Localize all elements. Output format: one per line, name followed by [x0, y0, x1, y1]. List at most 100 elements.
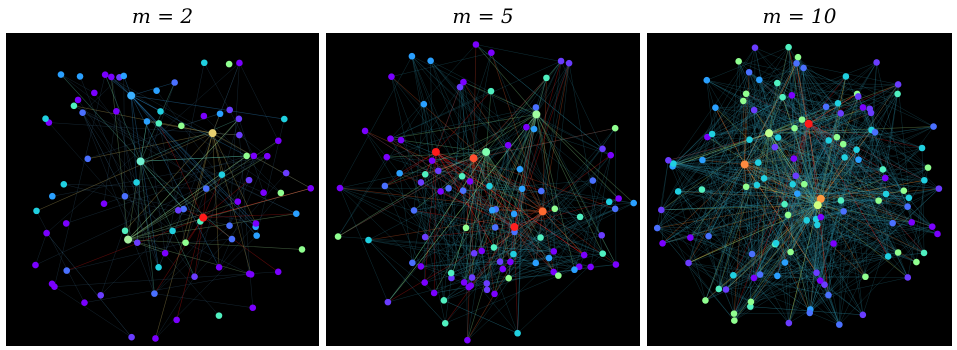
- edge: [759, 83, 778, 275]
- hub-node: [740, 160, 749, 169]
- edge: [749, 123, 809, 140]
- edge: [738, 61, 839, 104]
- node: [530, 125, 538, 133]
- node: [421, 279, 429, 286]
- edge: [185, 238, 232, 243]
- edge: [465, 216, 581, 229]
- edge: [777, 82, 929, 168]
- node: [545, 254, 553, 262]
- edge: [661, 209, 866, 277]
- edge: [746, 93, 886, 179]
- edge: [804, 126, 934, 185]
- edge: [127, 201, 238, 240]
- edge: [858, 96, 908, 207]
- edge: [508, 251, 554, 279]
- edge: [750, 254, 753, 307]
- edge: [185, 133, 213, 243]
- edge: [790, 137, 838, 253]
- edge: [390, 138, 487, 284]
- edge: [462, 190, 475, 254]
- edge: [411, 56, 473, 278]
- edge: [738, 61, 747, 94]
- node: [155, 120, 163, 127]
- node: [143, 118, 151, 125]
- edge: [517, 188, 523, 334]
- edge: [123, 75, 126, 231]
- edge: [430, 60, 490, 187]
- edge: [808, 93, 858, 125]
- edge: [746, 186, 821, 200]
- node: [794, 190, 801, 197]
- edge: [448, 188, 554, 252]
- edge: [66, 155, 268, 224]
- edge: [702, 133, 713, 161]
- edge: [753, 109, 822, 200]
- edge: [745, 97, 783, 187]
- edge: [176, 217, 204, 320]
- edge: [412, 180, 593, 264]
- edge: [413, 210, 554, 252]
- edge: [702, 159, 821, 281]
- node: [785, 43, 792, 51]
- node: [879, 166, 887, 173]
- edge: [435, 151, 464, 191]
- edge: [451, 151, 487, 279]
- edge: [707, 136, 938, 235]
- edge: [907, 188, 940, 207]
- edge: [753, 110, 840, 325]
- edge: [751, 184, 793, 255]
- node: [589, 177, 597, 184]
- edge: [763, 178, 925, 254]
- edge: [782, 97, 844, 145]
- edge: [858, 96, 872, 130]
- node: [742, 183, 750, 191]
- edge: [481, 114, 537, 252]
- edge: [82, 112, 195, 277]
- edge: [795, 175, 904, 191]
- edge: [677, 191, 790, 324]
- edge: [35, 155, 268, 266]
- edge: [519, 127, 527, 170]
- edge: [212, 133, 223, 175]
- edge: [513, 213, 554, 252]
- edge: [753, 110, 821, 281]
- edge: [777, 137, 822, 200]
- edge: [510, 107, 537, 263]
- edge: [420, 182, 617, 265]
- edge: [804, 183, 938, 235]
- edge: [542, 211, 554, 272]
- edge: [797, 62, 877, 194]
- edge: [493, 211, 543, 248]
- edge: [462, 158, 474, 191]
- edge: [517, 127, 527, 334]
- edge: [733, 197, 910, 314]
- edge: [677, 191, 840, 325]
- node: [91, 89, 98, 97]
- edge: [858, 96, 893, 224]
- node: [825, 291, 832, 299]
- edges: [337, 44, 634, 341]
- edge: [536, 114, 619, 199]
- edge: [820, 129, 872, 200]
- edge: [775, 243, 790, 324]
- edge: [817, 204, 908, 278]
- edge: [702, 132, 770, 161]
- edge: [688, 262, 735, 321]
- edge: [843, 144, 889, 257]
- node: [128, 333, 135, 341]
- edge: [754, 47, 785, 205]
- edge: [435, 151, 495, 248]
- edge: [743, 100, 758, 186]
- node: [486, 182, 493, 190]
- node: [490, 244, 498, 251]
- edge: [707, 119, 803, 138]
- edge: [885, 193, 917, 263]
- edge: [750, 211, 844, 307]
- edge: [748, 47, 756, 73]
- edge: [678, 119, 803, 192]
- edge: [753, 140, 829, 279]
- edge: [470, 211, 543, 286]
- edge: [400, 139, 523, 190]
- edge: [744, 63, 797, 165]
- edge: [743, 100, 818, 226]
